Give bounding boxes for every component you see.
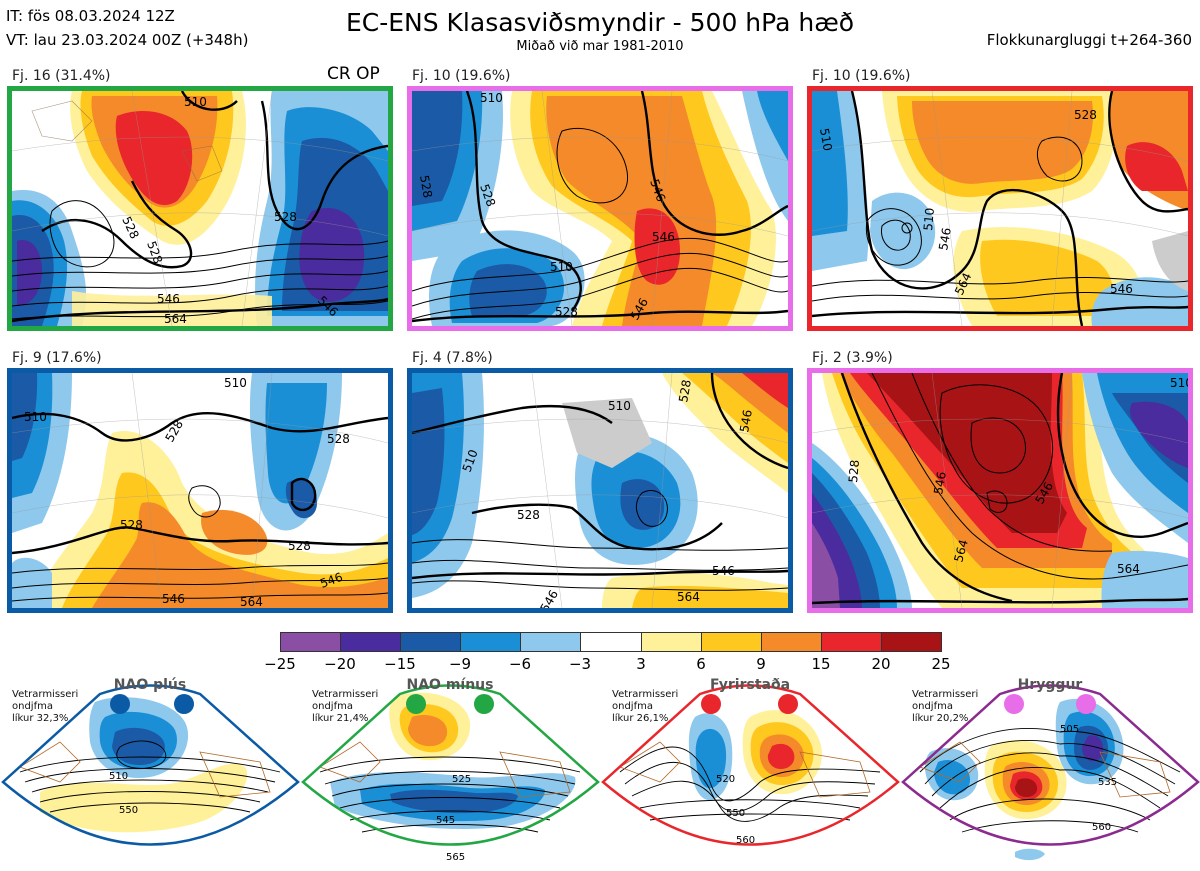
contour-label: 510	[24, 410, 47, 424]
regime-map-nao-minus[interactable]: 525 545 565 NAO mínus Vetrarmisseri ondj…	[300, 672, 600, 871]
contour-label: 528	[162, 418, 186, 445]
contour-label: 510	[608, 399, 631, 413]
regime-map-ridge[interactable]: 505 535 560 Hryggur Vetrarmisseri ondjfm…	[900, 672, 1200, 871]
colorbar-tick: 9	[756, 655, 766, 673]
colorbar-swatch	[821, 633, 882, 651]
colorbar-tick: 6	[696, 655, 706, 673]
colorbar-tick: 3	[636, 655, 646, 673]
colorbar-tick: 15	[811, 655, 831, 673]
contour-label: 546	[157, 292, 180, 306]
cluster-label-5: Fj. 4 (7.8%)	[412, 350, 493, 366]
colorbar-swatch	[881, 633, 942, 651]
valid-time-label: VT: lau 23.03.2024 00Z (+348h)	[6, 31, 249, 49]
contour-label: 564	[164, 312, 187, 326]
contour-label: 520	[716, 774, 735, 785]
classification-window-label: Flokkunargluggi t+264-360	[986, 31, 1192, 49]
cluster-map-5[interactable]: 510 510 528 528 546 546 546 564	[407, 368, 793, 613]
regime-title: NAO mínus	[406, 677, 494, 693]
contour-label: 535	[1098, 777, 1117, 788]
regime-note: Vetrarmisseri ondjfma líkur 21,4%	[312, 689, 379, 724]
colorbar-tick: −9	[448, 655, 472, 673]
contour-label: 510	[921, 207, 937, 231]
contour-label: 545	[436, 815, 455, 826]
contour-label: 546	[737, 409, 755, 434]
colorbar-swatch	[761, 633, 822, 651]
contour-label: 510	[817, 127, 835, 152]
contour-label: 510	[184, 95, 207, 109]
contour-label: 528	[120, 518, 143, 532]
colorbar-swatch	[401, 633, 462, 651]
anomaly-colorbar	[280, 632, 942, 652]
contour-label: 564	[677, 590, 700, 604]
contour-label: 510	[1170, 376, 1188, 390]
contour-label: 546	[1110, 282, 1133, 296]
regime-title: NAO plús	[113, 677, 187, 693]
cluster-map-4[interactable]: 510 510 528 528 528 528 546 546 564	[7, 368, 393, 613]
contour-label: 550	[726, 808, 745, 819]
colorbar-tick: 20	[871, 655, 891, 673]
colorbar-tick: −25	[264, 655, 296, 673]
contour-label: 528	[288, 539, 311, 553]
contour-label: 565	[446, 852, 465, 863]
colorbar-tick: −15	[384, 655, 416, 673]
regime-map-blocking[interactable]: 520 550 560 Fyrirstaða Vetrarmisseri ond…	[600, 672, 900, 871]
contour-label: 528	[417, 174, 435, 199]
cluster-label-2: Fj. 10 (19.6%)	[412, 68, 511, 84]
contour-label: 528	[555, 305, 578, 319]
colorbar-swatch	[341, 633, 402, 651]
cluster-map-2[interactable]: 510 528 528 510 546 528 546 546	[407, 86, 793, 331]
contour-label: 564	[1117, 562, 1140, 576]
contour-label: 564	[951, 538, 970, 564]
colorbar-swatch	[701, 633, 762, 651]
contour-label: 546	[162, 592, 185, 606]
regime-title: Fyrirstaða	[709, 677, 791, 693]
colorbar-swatch	[281, 633, 342, 651]
contour-label: 546	[537, 588, 561, 608]
cluster-map-1[interactable]: 510 528 528 528 546 564 546	[7, 86, 393, 331]
contour-label: 525	[452, 774, 471, 785]
climatology-subtitle: Miðað við mar 1981-2010	[516, 39, 684, 54]
contour-label: 550	[119, 805, 138, 816]
regime-note: Vetrarmisseri ondjfma líkur 32,3%	[12, 689, 79, 724]
contour-label: 546	[652, 230, 675, 244]
contour-label: 546	[936, 227, 954, 252]
regime-note: Vetrarmisseri ondjfma líkur 26,1%	[612, 689, 679, 724]
contour-label: 528	[846, 459, 862, 483]
colorbar-swatch	[581, 633, 642, 651]
contour-label: 546	[931, 471, 949, 496]
colorbar-tick: 25	[931, 655, 951, 673]
regime-title: Hryggur	[1017, 677, 1083, 693]
contour-label: 528	[676, 379, 694, 404]
colorbar-tick: −6	[508, 655, 532, 673]
cluster-label-3: Fj. 10 (19.6%)	[812, 68, 911, 84]
regime-note: Vetrarmisseri ondjfma líkur 20,2%	[912, 689, 979, 724]
contour-label: 510	[480, 91, 503, 105]
cluster-map-3[interactable]: 510 528 510 546 564 546	[807, 86, 1193, 331]
cluster-map-6[interactable]: 510 528 546 546 564 564	[807, 368, 1193, 613]
contour-label: 528	[517, 508, 540, 522]
cluster-label-4: Fj. 9 (17.6%)	[12, 350, 102, 366]
contour-label: 564	[240, 595, 263, 608]
regime-map-nao-plus[interactable]: 510 550 NAO plús Vetrarmisseri ondjfma l…	[0, 672, 300, 871]
cluster-label-6: Fj. 2 (3.9%)	[812, 350, 893, 366]
contour-label: 528	[1074, 108, 1097, 122]
contour-label: 528	[327, 432, 350, 446]
contour-label: 510	[109, 771, 128, 782]
contour-label: 505	[1060, 724, 1079, 735]
initial-time-label: IT: fös 08.03.2024 12Z	[6, 7, 175, 25]
contour-label: 510	[224, 376, 247, 390]
contour-label: 560	[736, 835, 755, 846]
cluster-label-1: Fj. 16 (31.4%)	[12, 68, 111, 84]
colorbar-swatch	[641, 633, 702, 651]
contour-label: 560	[1092, 822, 1111, 833]
contour-label: 546	[712, 564, 735, 578]
colorbar-swatch	[521, 633, 582, 651]
colorbar-swatch	[461, 633, 522, 651]
contour-label: 510	[550, 260, 573, 274]
page-title: EC-ENS Klasasviðsmyndir - 500 hPa hæð	[345, 8, 855, 37]
colorbar-tick: −20	[324, 655, 356, 673]
contour-label: 528	[274, 210, 297, 224]
control-operational-tag: CR OP	[327, 64, 380, 84]
colorbar-tick: −3	[568, 655, 592, 673]
